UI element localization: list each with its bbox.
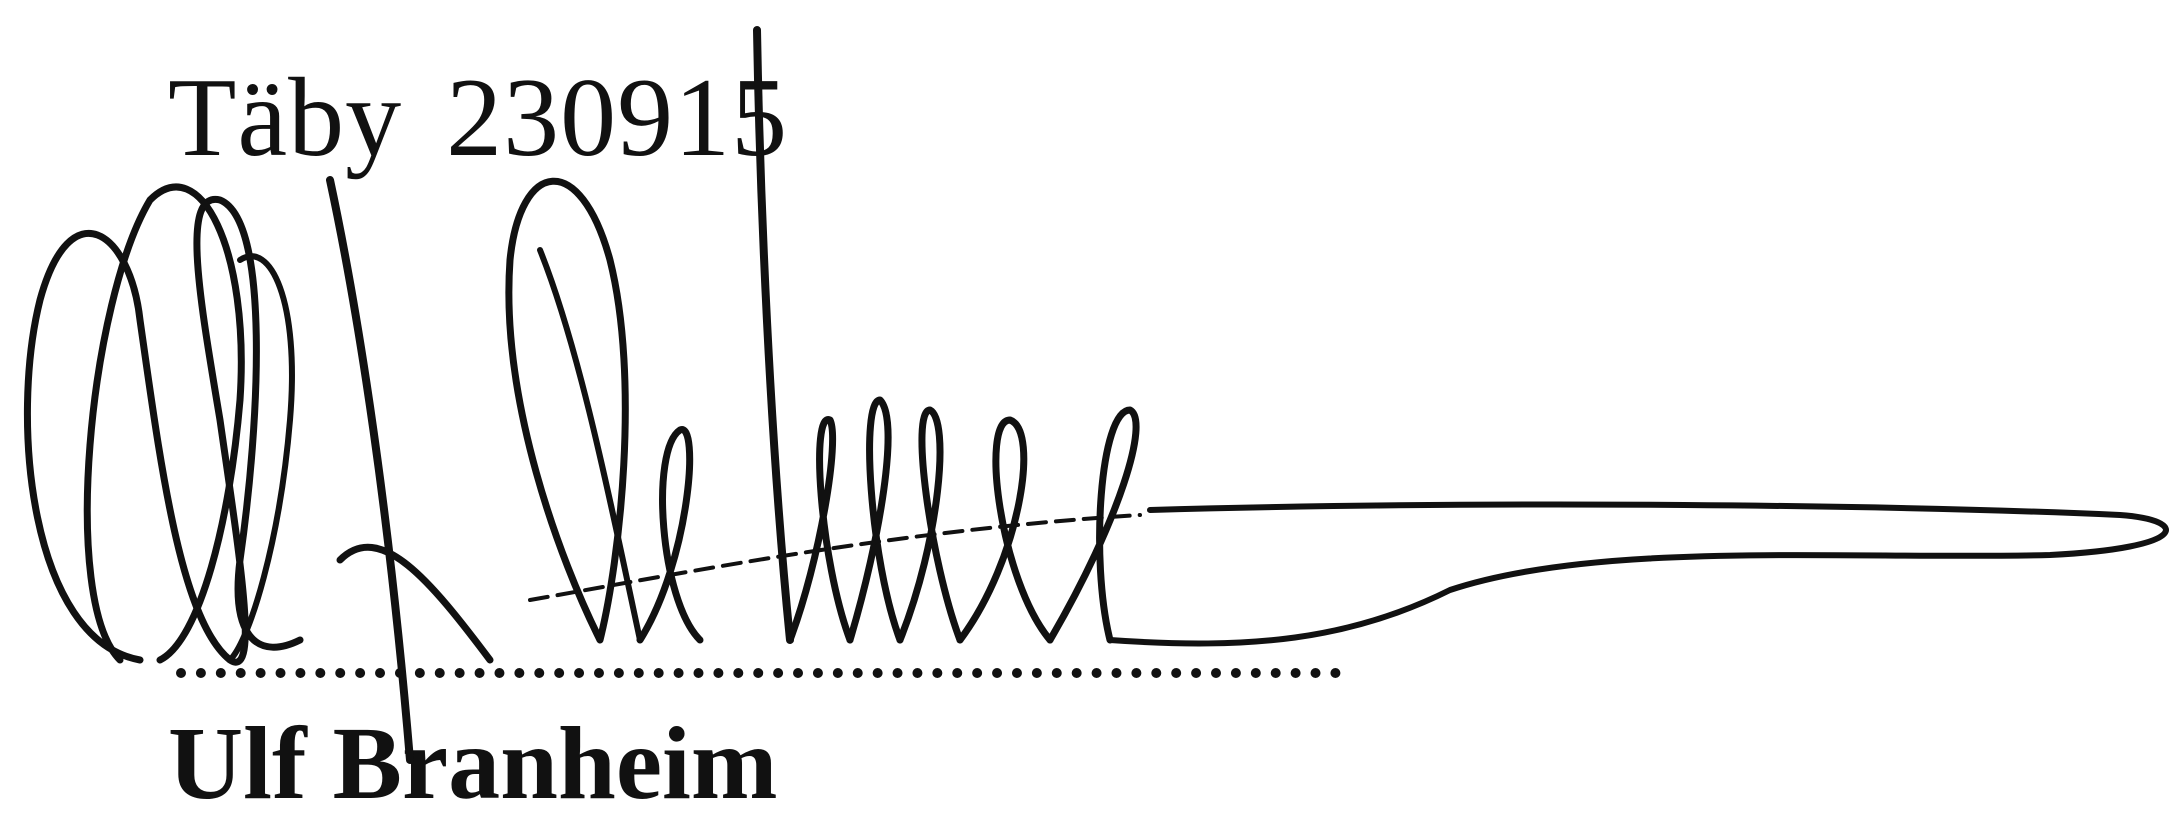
signer-name: Ulf Branheim	[168, 706, 778, 821]
signature-dotted-line	[176, 668, 1341, 678]
place-date-line: Täby 230915	[168, 62, 788, 174]
date-text: 230915	[446, 56, 789, 180]
place-text: Täby	[168, 56, 403, 180]
